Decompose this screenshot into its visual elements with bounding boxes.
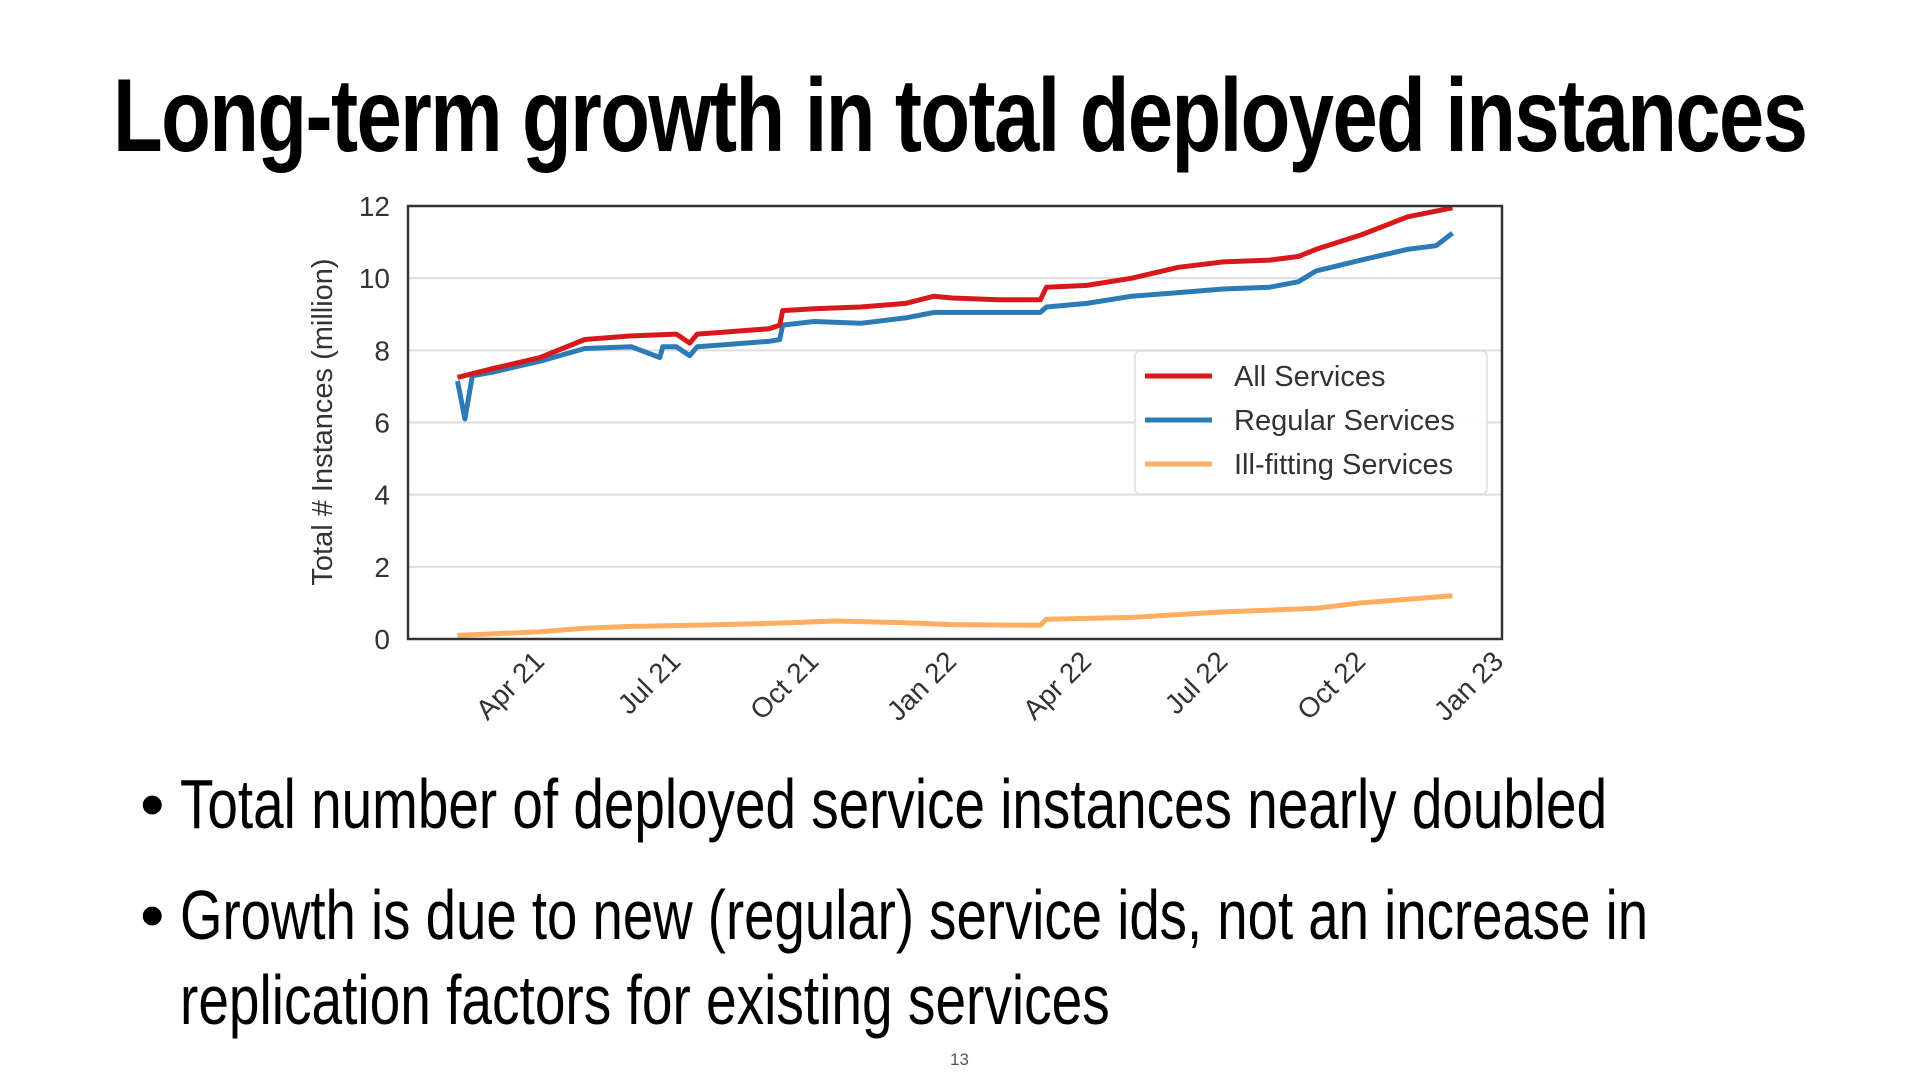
x-tick-label: Oct 22 [1291, 645, 1371, 725]
series-line-regular-services [455, 231, 1455, 422]
bullet-text: Total number of deployed service instanc… [180, 765, 1608, 843]
x-tick-label: Oct 21 [744, 645, 824, 725]
y-tick-label: 6 [374, 408, 390, 439]
x-tick-label: Apr 22 [1017, 645, 1097, 725]
page-number: 13 [950, 1050, 969, 1069]
x-tick-label: Jan 23 [1428, 645, 1509, 726]
legend-label: Regular Services [1234, 405, 1455, 437]
x-tick-label: Jul 21 [612, 645, 687, 720]
series-line-ill-fitting-services [457, 593, 1453, 638]
y-tick-label: 10 [359, 263, 390, 294]
bullet-text: replication factors for existing service… [180, 961, 1110, 1039]
bullet-dot: • [140, 765, 165, 843]
x-tick-label: Jan 22 [881, 645, 962, 726]
bullet-text: Growth is due to new (regular) service i… [180, 876, 1649, 954]
y-tick-labels: 0 2 4 6 8 10 12 [359, 191, 390, 655]
y-tick-label: 8 [374, 335, 390, 366]
x-tick-label: Jul 22 [1159, 645, 1234, 720]
legend-box [1134, 350, 1488, 495]
series-line-all-services [456, 205, 1453, 380]
x-tick-label: Apr 21 [470, 645, 550, 725]
series-lines [455, 205, 1455, 638]
x-tick-labels: Apr 21 Jul 21 Oct 21 Jan 22 Apr 22 Jul 22 Oct … [470, 645, 1509, 726]
plot-frame [406, 204, 1504, 641]
slide-title: Long-term growth in total deployed insta… [113, 58, 1808, 174]
y-tick-label: 0 [374, 624, 390, 655]
y-tick-label: 4 [374, 480, 390, 511]
y-tick-label: 12 [359, 191, 390, 222]
legend-label: All Services [1234, 361, 1386, 393]
y-tick-label: 2 [374, 552, 390, 583]
legend-label: Ill-fitting Services [1234, 449, 1453, 481]
legend: All Services Regular Services Ill-fitting … [1134, 350, 1488, 495]
y-axis-label: Total # Instances (million) [307, 258, 339, 585]
bullet-dot: • [140, 876, 165, 954]
